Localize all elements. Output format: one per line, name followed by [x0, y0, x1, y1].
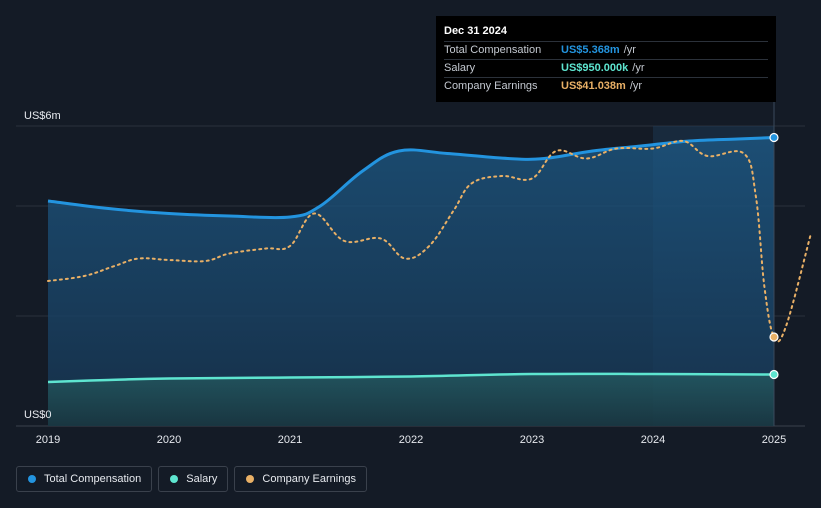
- x-axis-ticks: 2019 2020 2021 2022 2023 2024 2025: [36, 434, 786, 446]
- total-compensation-area: [48, 137, 774, 426]
- tooltip-row-company-earnings: Company Earnings US$41.038m /yr: [444, 77, 768, 95]
- tooltip-value: US$41.038m: [561, 80, 626, 92]
- salary-line: [47, 372, 775, 384]
- end-markers: [769, 132, 779, 380]
- legend-label: Salary: [186, 473, 218, 485]
- salary-area: [48, 373, 774, 426]
- legend-item-total-compensation[interactable]: Total Compensation: [16, 466, 153, 492]
- total-compensation-line: [47, 136, 775, 220]
- x-tick-label: 2019: [36, 434, 60, 446]
- x-tick-label: 2021: [278, 434, 302, 446]
- tooltip-unit: /yr: [632, 62, 645, 74]
- legend-label: Total Compensation: [44, 473, 142, 485]
- chart-legend: Total Compensation Salary Company Earnin…: [16, 466, 367, 492]
- end-marker-total-compensation: [769, 132, 779, 143]
- x-tick-label: 2024: [641, 434, 665, 446]
- tooltip-label: Total Compensation: [444, 44, 542, 56]
- legend-item-company-earnings[interactable]: Company Earnings: [234, 466, 367, 492]
- x-tick-label: 2025: [762, 434, 786, 446]
- tooltip-label: Company Earnings: [444, 80, 538, 92]
- y-axis-label-top: US$6m: [24, 110, 61, 122]
- tooltip-value: US$950.000k: [561, 62, 629, 74]
- legend-item-salary[interactable]: Salary: [158, 466, 229, 492]
- end-marker-salary: [769, 369, 779, 380]
- end-marker-company-earnings: [769, 332, 779, 342]
- legend-label: Company Earnings: [262, 473, 356, 485]
- x-tick-label: 2023: [520, 434, 544, 446]
- tooltip-row-salary: Salary US$950.000k /yr: [444, 59, 768, 77]
- x-tick-label: 2020: [157, 434, 181, 446]
- tooltip-value: US$5.368m: [561, 44, 620, 56]
- legend-dot-icon: [170, 475, 179, 483]
- tooltip-unit: /yr: [629, 80, 643, 92]
- x-tick-label: 2022: [399, 434, 423, 446]
- legend-dot-icon: [28, 475, 36, 483]
- tooltip-row-total-compensation: Total Compensation US$5.368m /yr: [444, 41, 768, 59]
- y-axis-label-bottom: US$0: [24, 409, 52, 421]
- tooltip-unit: /yr: [623, 44, 636, 56]
- company-earnings-line: [47, 139, 812, 343]
- tooltip-date: Dec 31 2024: [444, 25, 507, 37]
- legend-dot-icon: [246, 475, 255, 483]
- tooltip-label: Salary: [444, 62, 476, 74]
- chart-tooltip: Dec 31 2024 Total Compensation US$5.368m…: [436, 16, 776, 102]
